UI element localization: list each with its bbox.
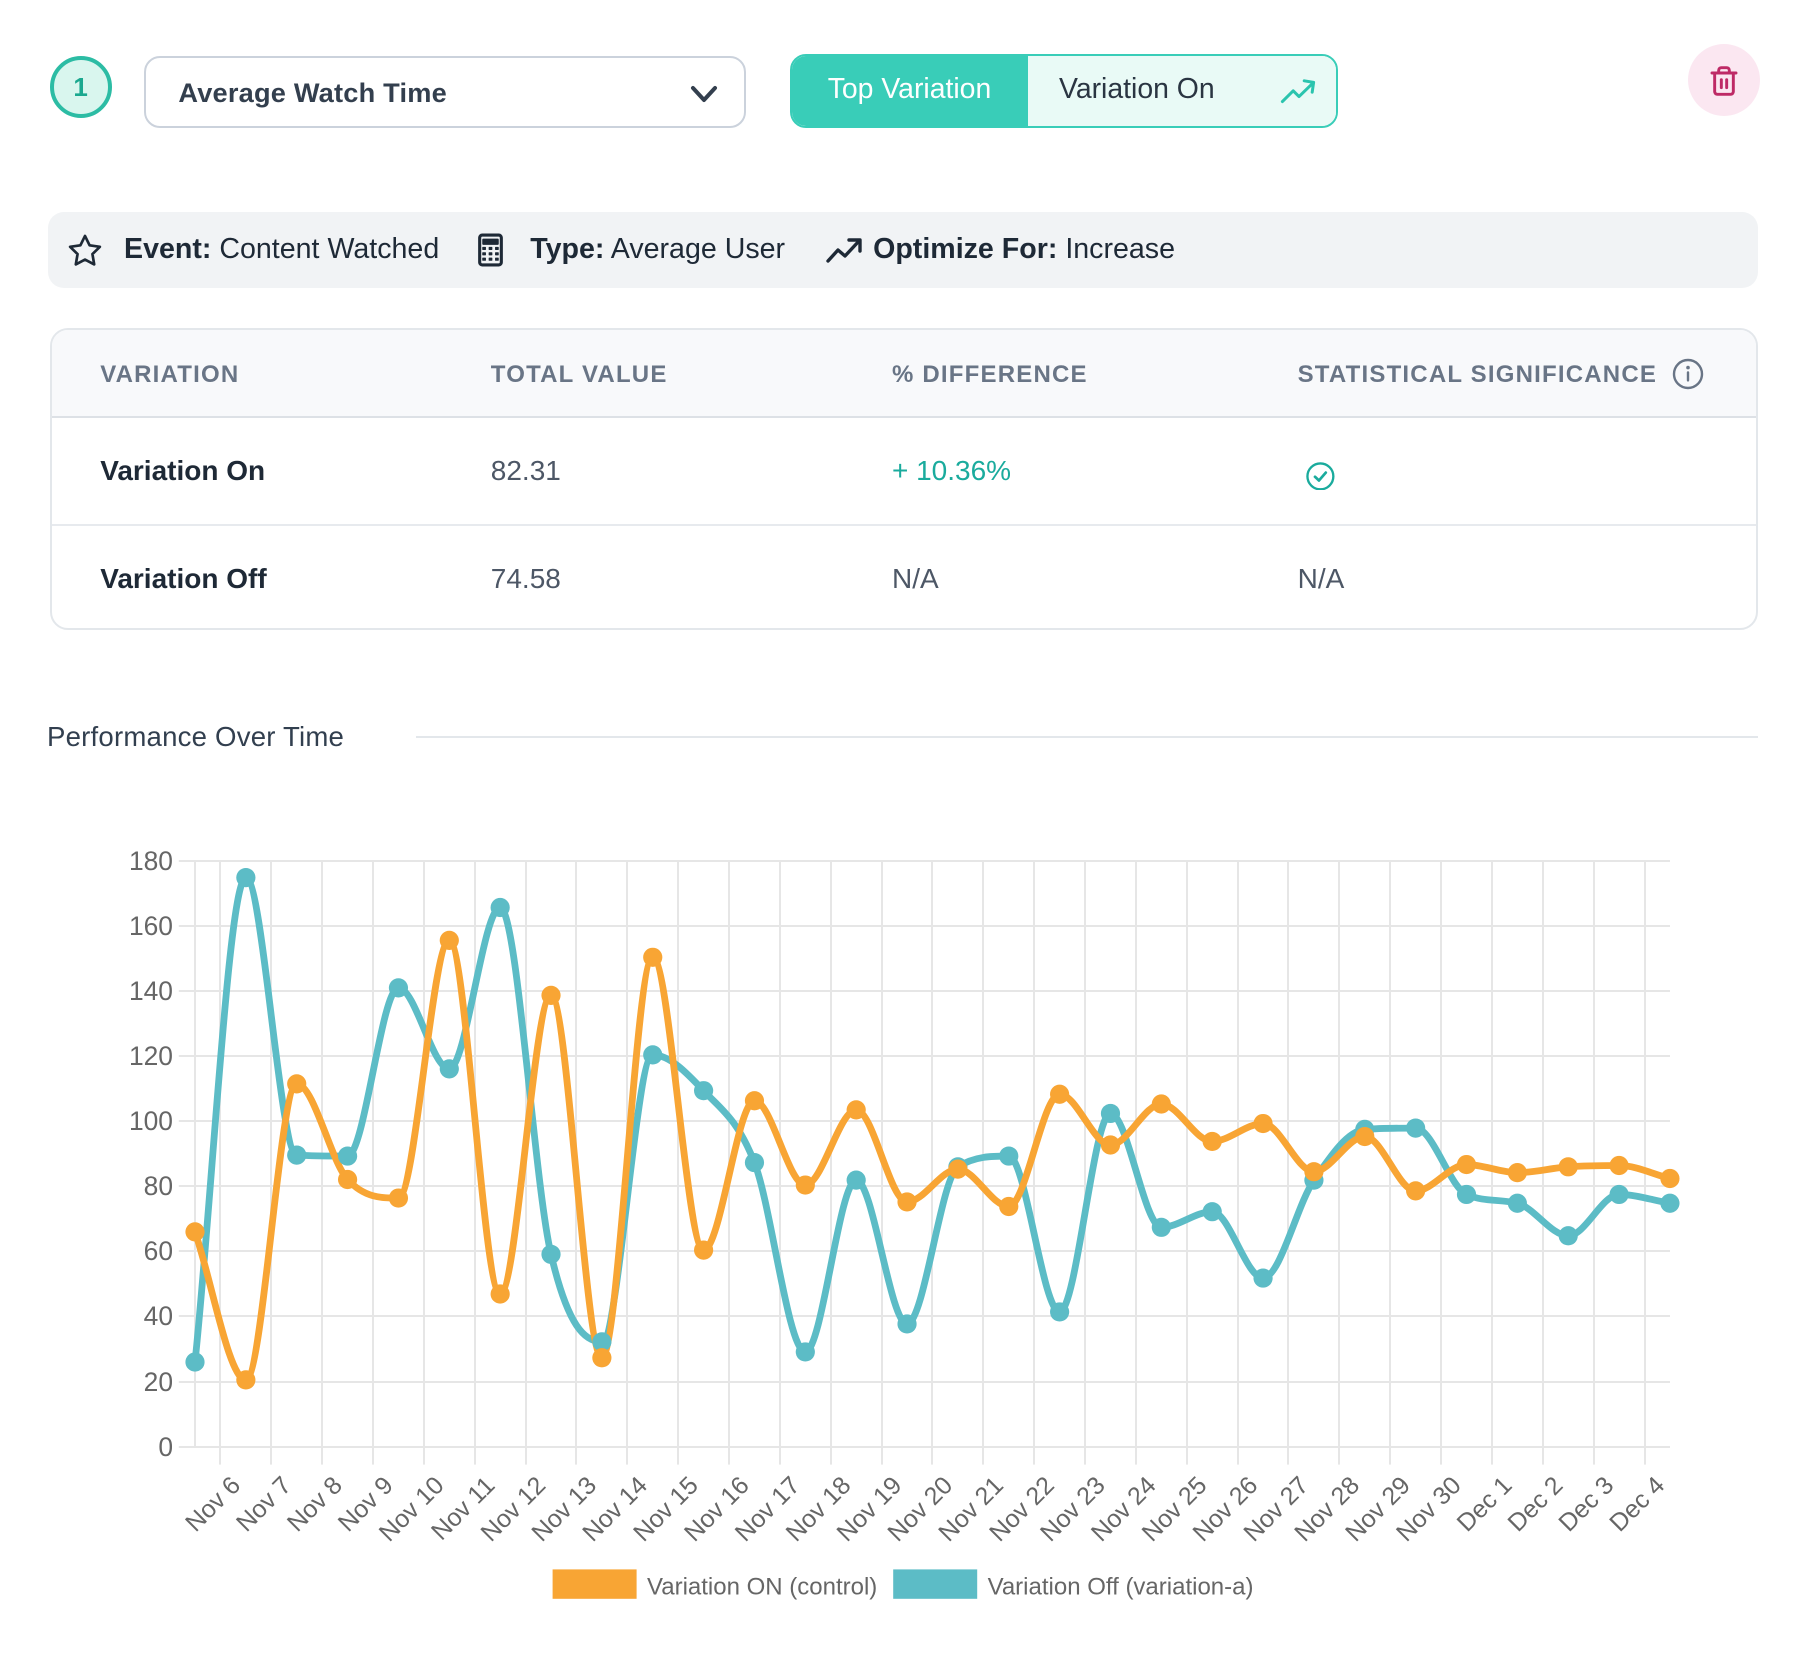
- svg-text:60: 60: [144, 1236, 173, 1266]
- svg-text:Variation Off (variation-a): Variation Off (variation-a): [988, 1573, 1254, 1600]
- svg-text:140: 140: [129, 976, 173, 1006]
- svg-text:100: 100: [129, 1106, 173, 1136]
- svg-text:80: 80: [144, 1171, 173, 1201]
- svg-text:Dec 1: Dec 1: [1452, 1471, 1518, 1537]
- svg-text:20: 20: [144, 1367, 173, 1397]
- svg-text:Dec 3: Dec 3: [1553, 1471, 1619, 1537]
- svg-text:Variation ON (control): Variation ON (control): [647, 1573, 877, 1600]
- svg-text:120: 120: [129, 1041, 173, 1071]
- svg-text:40: 40: [144, 1301, 173, 1331]
- svg-text:160: 160: [129, 911, 173, 941]
- svg-text:Dec 4: Dec 4: [1604, 1471, 1670, 1537]
- svg-text:Nov 7: Nov 7: [231, 1471, 297, 1537]
- svg-text:Dec 2: Dec 2: [1502, 1471, 1568, 1537]
- svg-text:Nov 6: Nov 6: [180, 1471, 246, 1537]
- svg-text:0: 0: [158, 1432, 173, 1462]
- svg-text:Nov 8: Nov 8: [282, 1471, 348, 1537]
- svg-text:180: 180: [129, 846, 173, 876]
